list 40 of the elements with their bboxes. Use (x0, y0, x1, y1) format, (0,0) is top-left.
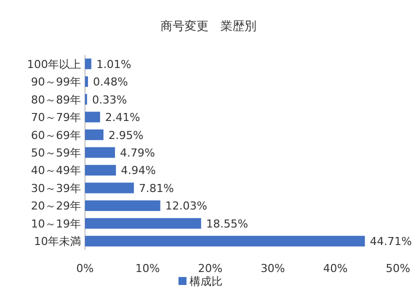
y-tick-label: 10年未満 (34, 235, 81, 248)
x-tick-label: 10% (135, 262, 160, 275)
x-tick-label: 0% (76, 262, 94, 275)
y-tick-label: 40～49年 (31, 164, 81, 178)
data-label: 0.48% (93, 76, 128, 89)
x-tick-label: 50% (386, 262, 410, 275)
data-label: 0.33% (92, 93, 128, 106)
data-label: 1.01% (96, 58, 132, 71)
chart-title: 商号変更 業歴別 (160, 19, 256, 33)
y-tick-label: 90～99年 (31, 76, 81, 89)
data-label: 12.03% (165, 200, 208, 213)
bar (85, 112, 100, 122)
y-tick-label: 20～29年 (31, 200, 81, 213)
y-tick-label: 50～59年 (31, 146, 81, 160)
data-label: 44.71% (370, 235, 412, 248)
data-label: 4.79% (120, 146, 155, 160)
y-tick-label: 30～39年 (31, 182, 81, 195)
y-tick-label: 10～19年 (31, 217, 81, 230)
x-tick-label: 30% (260, 262, 286, 275)
bar (85, 164, 116, 176)
data-label: 7.81% (138, 182, 174, 195)
x-tick-label: 40% (323, 262, 348, 275)
x-tick-label: 20% (198, 262, 222, 275)
data-label: 18.55% (206, 217, 248, 230)
bar (85, 147, 115, 158)
bar (85, 76, 88, 87)
bar (85, 182, 134, 194)
y-tick-label: 70～79年 (31, 111, 81, 124)
data-label: 2.41% (105, 111, 140, 124)
y-tick-label: 60～69年 (31, 128, 81, 142)
bar (85, 200, 160, 211)
bar (85, 218, 202, 229)
bar (85, 129, 104, 140)
data-label: 4.94% (120, 164, 156, 178)
bar (85, 58, 92, 70)
data-label: 2.95% (108, 128, 144, 142)
y-tick-label: 80～89年 (31, 93, 81, 106)
y-tick-label: 100年以上 (27, 58, 81, 71)
legend-label: 構成比 (190, 275, 222, 288)
bar (85, 236, 365, 246)
